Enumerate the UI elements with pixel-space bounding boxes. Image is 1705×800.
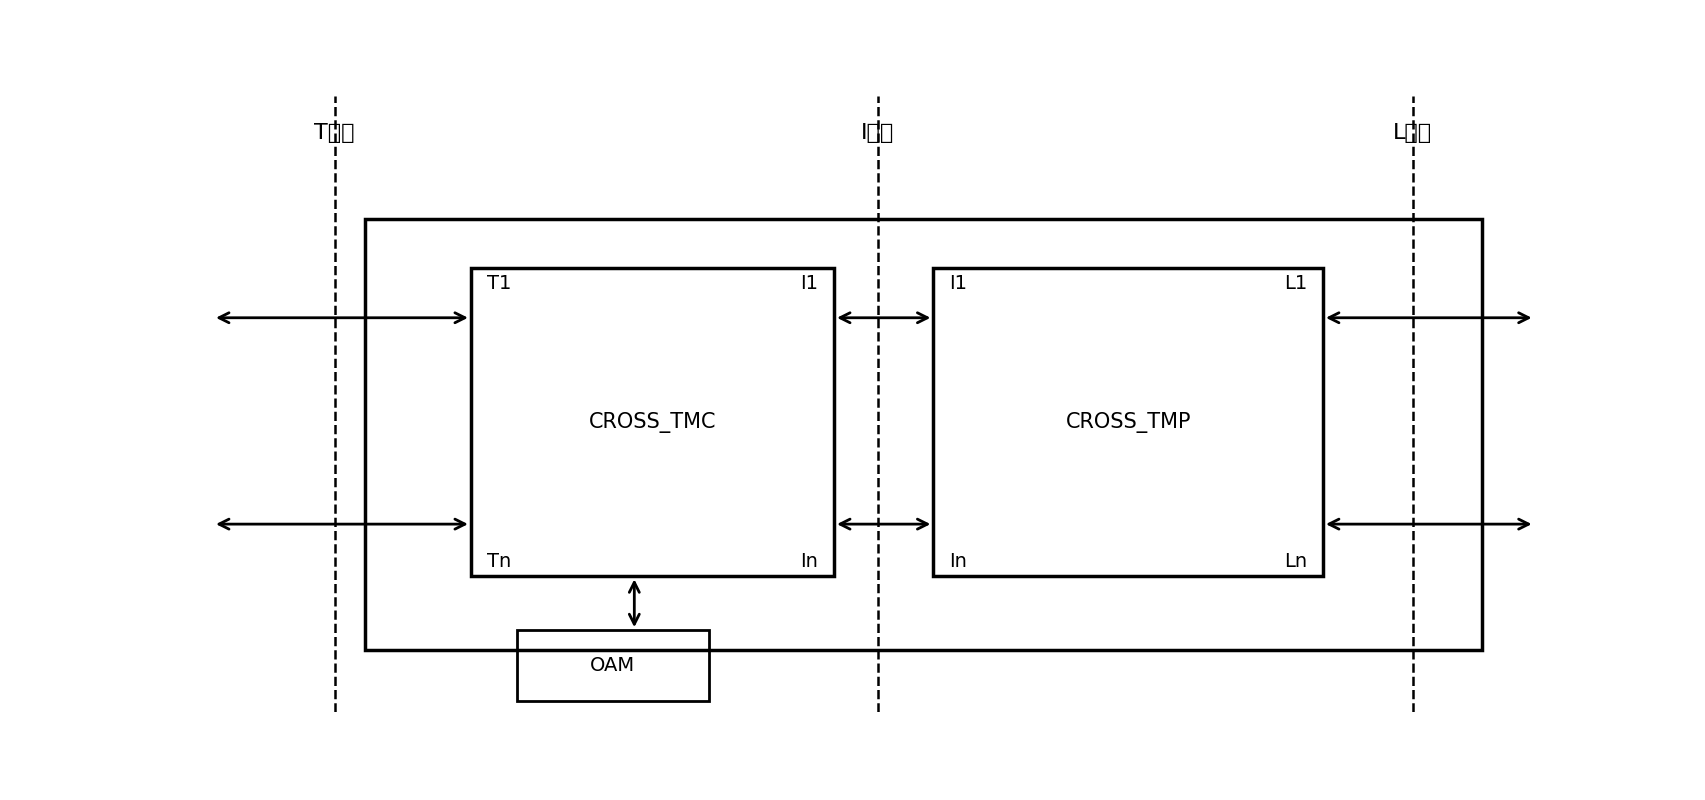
Bar	[933, 269, 1323, 577]
Text: Tn: Tn	[486, 551, 512, 570]
Text: T接口: T接口	[314, 123, 355, 143]
Text: In: In	[800, 551, 818, 570]
Text: L接口: L接口	[1393, 123, 1432, 143]
Bar	[471, 269, 834, 577]
Text: L1: L1	[1284, 274, 1308, 294]
Text: OAM: OAM	[590, 656, 636, 675]
Bar	[365, 219, 1482, 650]
Text: Ln: Ln	[1284, 551, 1308, 570]
Bar	[517, 630, 709, 701]
Text: CROSS_TMC: CROSS_TMC	[588, 412, 716, 433]
Text: I1: I1	[800, 274, 818, 294]
Text: I1: I1	[950, 274, 967, 294]
Text: I接口: I接口	[861, 123, 895, 143]
Text: In: In	[950, 551, 967, 570]
Text: CROSS_TMP: CROSS_TMP	[1066, 412, 1190, 433]
Text: T1: T1	[486, 274, 512, 294]
